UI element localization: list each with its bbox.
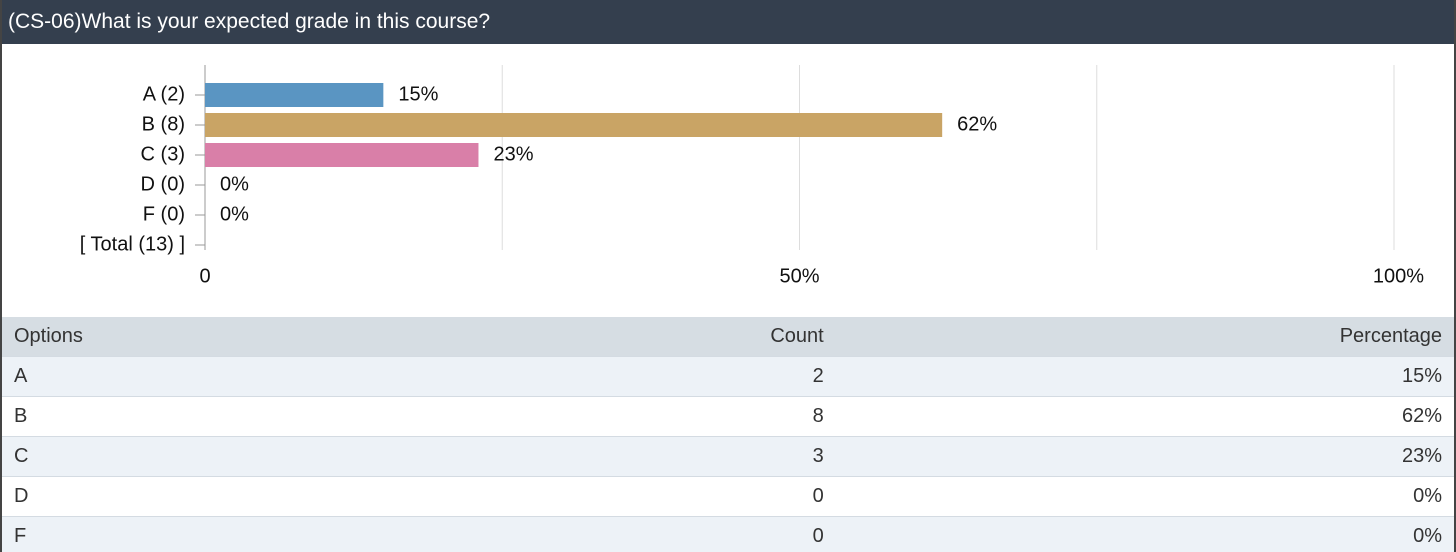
value-label: 0%	[220, 203, 249, 225]
value-label: 23%	[493, 143, 533, 165]
table-cell: 15%	[835, 356, 1454, 397]
x-tick-label: 0	[199, 265, 210, 287]
table-cell: 0%	[835, 476, 1454, 517]
column-header: Percentage	[835, 317, 1454, 357]
chart: 0 50% 100% A (2) 15% B (8) 62% C (3) 23% D (0) 0% F…	[80, 65, 1424, 287]
value-label: 62%	[957, 113, 997, 135]
table-cell: 2	[456, 356, 836, 397]
table-row: C 3 23%	[2, 436, 1454, 477]
table-cell: A	[2, 356, 457, 397]
table-cell: 8	[456, 396, 836, 437]
total-label: [ Total (13) ]	[80, 233, 185, 255]
value-label: 0%	[220, 173, 249, 195]
bar	[205, 83, 384, 107]
table-row: D 0 0%	[2, 476, 1454, 517]
results-table: Options Count Percentage A 2 15% B 8 62% C 3 23% D 0 0…	[2, 317, 1454, 552]
table-cell: 23%	[835, 436, 1454, 477]
value-label: 15%	[398, 83, 438, 105]
y-tick-label: B (8)	[142, 113, 185, 135]
table-cell: 0	[456, 516, 836, 552]
question-title: (CS-06)What is your expected grade in th…	[2, 0, 1454, 44]
header-row: Options Count Percentage	[2, 317, 1454, 357]
y-tick-label: D (0)	[141, 173, 185, 195]
table-cell: B	[2, 396, 457, 437]
bar	[205, 143, 479, 167]
table-cell: 62%	[835, 396, 1454, 437]
table-cell: 3	[456, 436, 836, 477]
table-row: A 2 15%	[2, 356, 1454, 397]
x-tick-label: 100%	[1373, 265, 1424, 287]
table-cell: 0	[456, 476, 836, 517]
y-tick-label: A (2)	[143, 83, 185, 105]
column-header: Options	[2, 317, 457, 357]
bar	[205, 113, 943, 137]
y-tick-label: F (0)	[143, 203, 185, 225]
table-row: B 8 62%	[2, 396, 1454, 437]
x-tick-label: 50%	[779, 265, 819, 287]
table-cell: D	[2, 476, 457, 517]
table-cell: 0%	[835, 516, 1454, 552]
table-row: F 0 0%	[2, 516, 1454, 552]
table-cell: F	[2, 516, 457, 552]
column-header: Count	[456, 317, 836, 357]
y-tick-label: C (3)	[141, 143, 185, 165]
table-cell: C	[2, 436, 457, 477]
